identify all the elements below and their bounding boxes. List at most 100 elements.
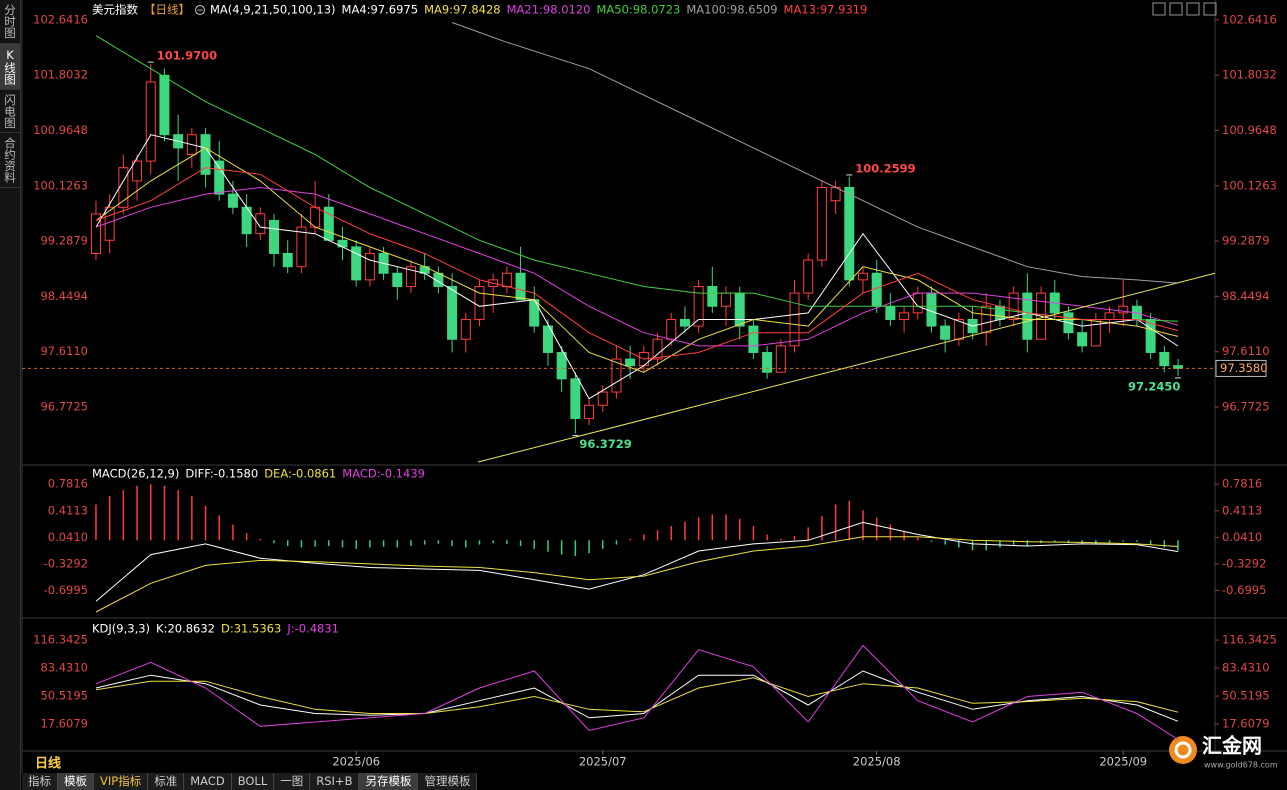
button[interactable] [1186,2,1200,16]
last-price-label: 97.3580 [1220,361,1268,375]
candle-body [912,292,923,314]
y-tick-label: 99.2879 [1222,234,1270,248]
candle-body [351,246,362,281]
button[interactable] [1169,2,1183,16]
candle-body [679,318,690,327]
sidebar-tab[interactable]: K线图 [0,43,20,90]
y-tick-label: 102.6416 [33,12,88,26]
candle-body [405,266,416,287]
candle-body [721,292,732,307]
extreme-label: 100.2599 [855,161,915,175]
button[interactable] [1203,2,1217,16]
y-tick-label: -0.6995 [44,583,88,597]
candle-body [1090,318,1101,347]
toolbar-tab[interactable]: BOLL [232,773,275,790]
candle-body [981,305,992,334]
candle-body [118,167,129,208]
window-buttons [1152,2,1217,16]
y-tick-label: 116.3425 [1222,633,1277,647]
toolbar-tab[interactable]: 模板 [58,773,94,790]
candle-body [214,160,225,195]
candle-body [816,186,827,261]
candle-body [392,272,403,287]
candle-body [460,318,471,340]
indicator-readout: DIFF:-0.1580 [185,467,258,481]
y-tick-label: 98.4494 [1222,289,1270,303]
candle-body [652,338,663,360]
sidebar-tab[interactable]: 闪电图 [0,90,20,133]
toolbar-tab[interactable]: 一图 [274,773,311,790]
y-tick-label: -0.3292 [1222,556,1266,570]
toolbar-tab[interactable]: VIP指标 [94,773,149,790]
toolbar: 指标 模板 VIP指标 标准 MACD BOLL 一图 RSI+B 另存模板 管… [22,773,478,790]
candle-body [570,378,581,419]
sidebar-tab[interactable]: 分时图 [0,0,20,44]
x-tick-label: 2025/06 [332,755,380,769]
candle-body [597,391,608,406]
toolbar-tab[interactable]: MACD [184,773,232,790]
candle-body [227,193,238,208]
candle-body [926,292,937,327]
y-tick-label: 0.0410 [48,530,88,544]
indicator-readout: DEA:-0.0861 [264,467,336,481]
candle-body [693,285,704,327]
indicator-line [95,167,1179,360]
indicator-readout: K:20.8632 [156,622,215,636]
indicator-readout: MA100:98.6509 [686,3,777,17]
candle-body [132,160,143,182]
y-tick-label: 0.0410 [1222,530,1262,544]
x-tick-label: 2025/09 [1099,755,1147,769]
candle-body [515,272,526,301]
indicator-readout: MA13:97.9319 [784,3,868,17]
candle-body [364,252,375,281]
last-price-box [1215,359,1267,377]
candle-body [1008,292,1019,320]
toolbar-tab[interactable]: 管理模板 [418,773,478,790]
candle-body [1173,365,1184,369]
indicator-line [95,536,1179,613]
toolbar-tab[interactable]: 指标 [22,773,58,790]
toolbar-tab[interactable]: 标准 [148,773,185,790]
y-tick-label: 100.9648 [1222,123,1277,137]
x-tick-label: 2025/07 [579,755,627,769]
candle-body [707,285,718,307]
sidebar: 分时图 K线图 闪电图 合约资料 [0,0,21,790]
sidebar-tab[interactable]: 合约资料 [0,133,20,188]
y-tick-label: 97.6110 [1222,344,1270,358]
extreme-label: 96.3729 [579,437,631,451]
candle-body [145,81,156,162]
indicator-readout: MA4:97.6975 [342,3,419,17]
candle-body [529,299,540,327]
logo-name: 汇金网 [1202,734,1262,758]
indicator-readout: MA21:98.0120 [507,3,591,17]
candle-body [1022,292,1033,340]
candle-body [748,325,759,353]
indicator-readout: MA50:98.0723 [596,3,680,17]
y-tick-label: -0.6995 [1222,583,1266,597]
logo: 汇金网 www.gold678.com [1169,734,1278,770]
candle-body [269,219,280,254]
candle-body [159,74,170,136]
candle-body [1077,332,1088,347]
candle-body [803,259,814,294]
candle-body [666,318,677,340]
indicator-line [95,35,1179,322]
candle-body [255,213,266,235]
indicator-line [95,670,1179,722]
candle-body [899,312,910,320]
candle-body [844,186,855,281]
candle-body [789,292,800,347]
indicator-line [95,677,1179,714]
toolbar-tab[interactable]: RSI+B [310,773,360,790]
y-tick-label: 50.5195 [40,689,88,703]
candle-body [1145,318,1156,353]
candle-body [775,345,786,373]
y-tick-label: 0.4113 [48,503,88,517]
button[interactable] [1152,2,1166,16]
y-tick-label: 97.6110 [40,344,88,358]
indicator-readout: MACD:-0.1439 [342,467,425,481]
y-tick-label: 100.9648 [33,123,88,137]
y-tick-label: 50.5195 [1222,689,1270,703]
toolbar-tab[interactable]: 另存模板 [359,773,419,790]
